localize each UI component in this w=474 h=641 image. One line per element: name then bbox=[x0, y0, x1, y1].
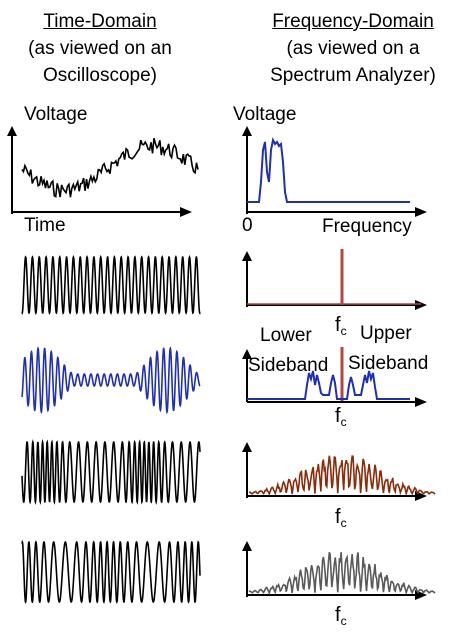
time-domain-title: Time-Domain bbox=[43, 11, 157, 32]
am-sidebands bbox=[247, 370, 410, 400]
frequency-domain-header: Frequency-Domain (as viewed on a Spectru… bbox=[235, 8, 471, 89]
zero-label: 0 bbox=[242, 215, 253, 236]
fm-waveform bbox=[21, 438, 201, 505]
time-domain-random-signal bbox=[7, 126, 199, 217]
fm-spectrum-trace bbox=[248, 455, 436, 497]
pm-spectrum-trace bbox=[248, 551, 436, 596]
carrier-waveform bbox=[21, 254, 201, 316]
pm-spectrum bbox=[242, 541, 436, 600]
lower-label: Lower bbox=[260, 325, 312, 346]
freq-axis-y-arrow bbox=[242, 126, 252, 136]
freq-axis-x-arrow bbox=[415, 207, 427, 217]
time-axis-y-arrow bbox=[7, 126, 17, 136]
carrier-axis-y-arrow bbox=[242, 251, 252, 261]
random-voltage-trace bbox=[21, 137, 199, 198]
am-spectrum bbox=[242, 347, 427, 407]
fm-axis-y-arrow bbox=[242, 442, 252, 452]
time-domain-header: Time-Domain (as viewed on an Oscilloscop… bbox=[0, 8, 200, 89]
baseband-spectrum bbox=[247, 136, 410, 203]
fm-spectrum bbox=[242, 442, 436, 501]
upper-label: Upper bbox=[360, 323, 412, 344]
time-label: Time bbox=[24, 215, 66, 236]
am-axis-x-arrow bbox=[415, 397, 427, 407]
sideband-left-label: Sideband bbox=[248, 355, 329, 376]
pm-waveform bbox=[21, 540, 201, 604]
am-waveform bbox=[21, 346, 201, 415]
frequency-domain-title: Frequency-Domain bbox=[272, 11, 434, 32]
carrier-trace bbox=[21, 254, 201, 316]
am-trace bbox=[21, 346, 201, 415]
fc-label-4: fc bbox=[335, 604, 347, 628]
time-axis-x-arrow bbox=[180, 207, 192, 217]
fm-trace bbox=[21, 438, 201, 505]
pm-trace bbox=[21, 540, 201, 604]
fc-label-3: fc bbox=[335, 506, 347, 530]
carrier-axis-x-arrow bbox=[415, 300, 427, 310]
sideband-right-label: Sideband bbox=[348, 353, 429, 374]
frequency-domain-subtitle-2: Spectrum Analyzer) bbox=[270, 65, 436, 86]
fc-label-1: fc bbox=[335, 314, 347, 338]
frequency-domain-subtitle-1: (as viewed on a bbox=[286, 38, 420, 59]
frequency-label: Frequency bbox=[322, 216, 412, 237]
voltage-label-left: Voltage bbox=[24, 104, 88, 125]
time-domain-subtitle-1: (as viewed on an bbox=[28, 38, 172, 59]
spectrum-random-signal bbox=[242, 126, 427, 217]
carrier-spectrum bbox=[242, 249, 427, 310]
voltage-label-right: Voltage bbox=[233, 104, 297, 125]
fc-label-2: fc bbox=[335, 405, 347, 429]
pm-axis-y-arrow bbox=[242, 541, 252, 551]
time-domain-subtitle-2: Oscilloscope) bbox=[42, 65, 158, 86]
am-axis-y-arrow bbox=[242, 349, 252, 359]
